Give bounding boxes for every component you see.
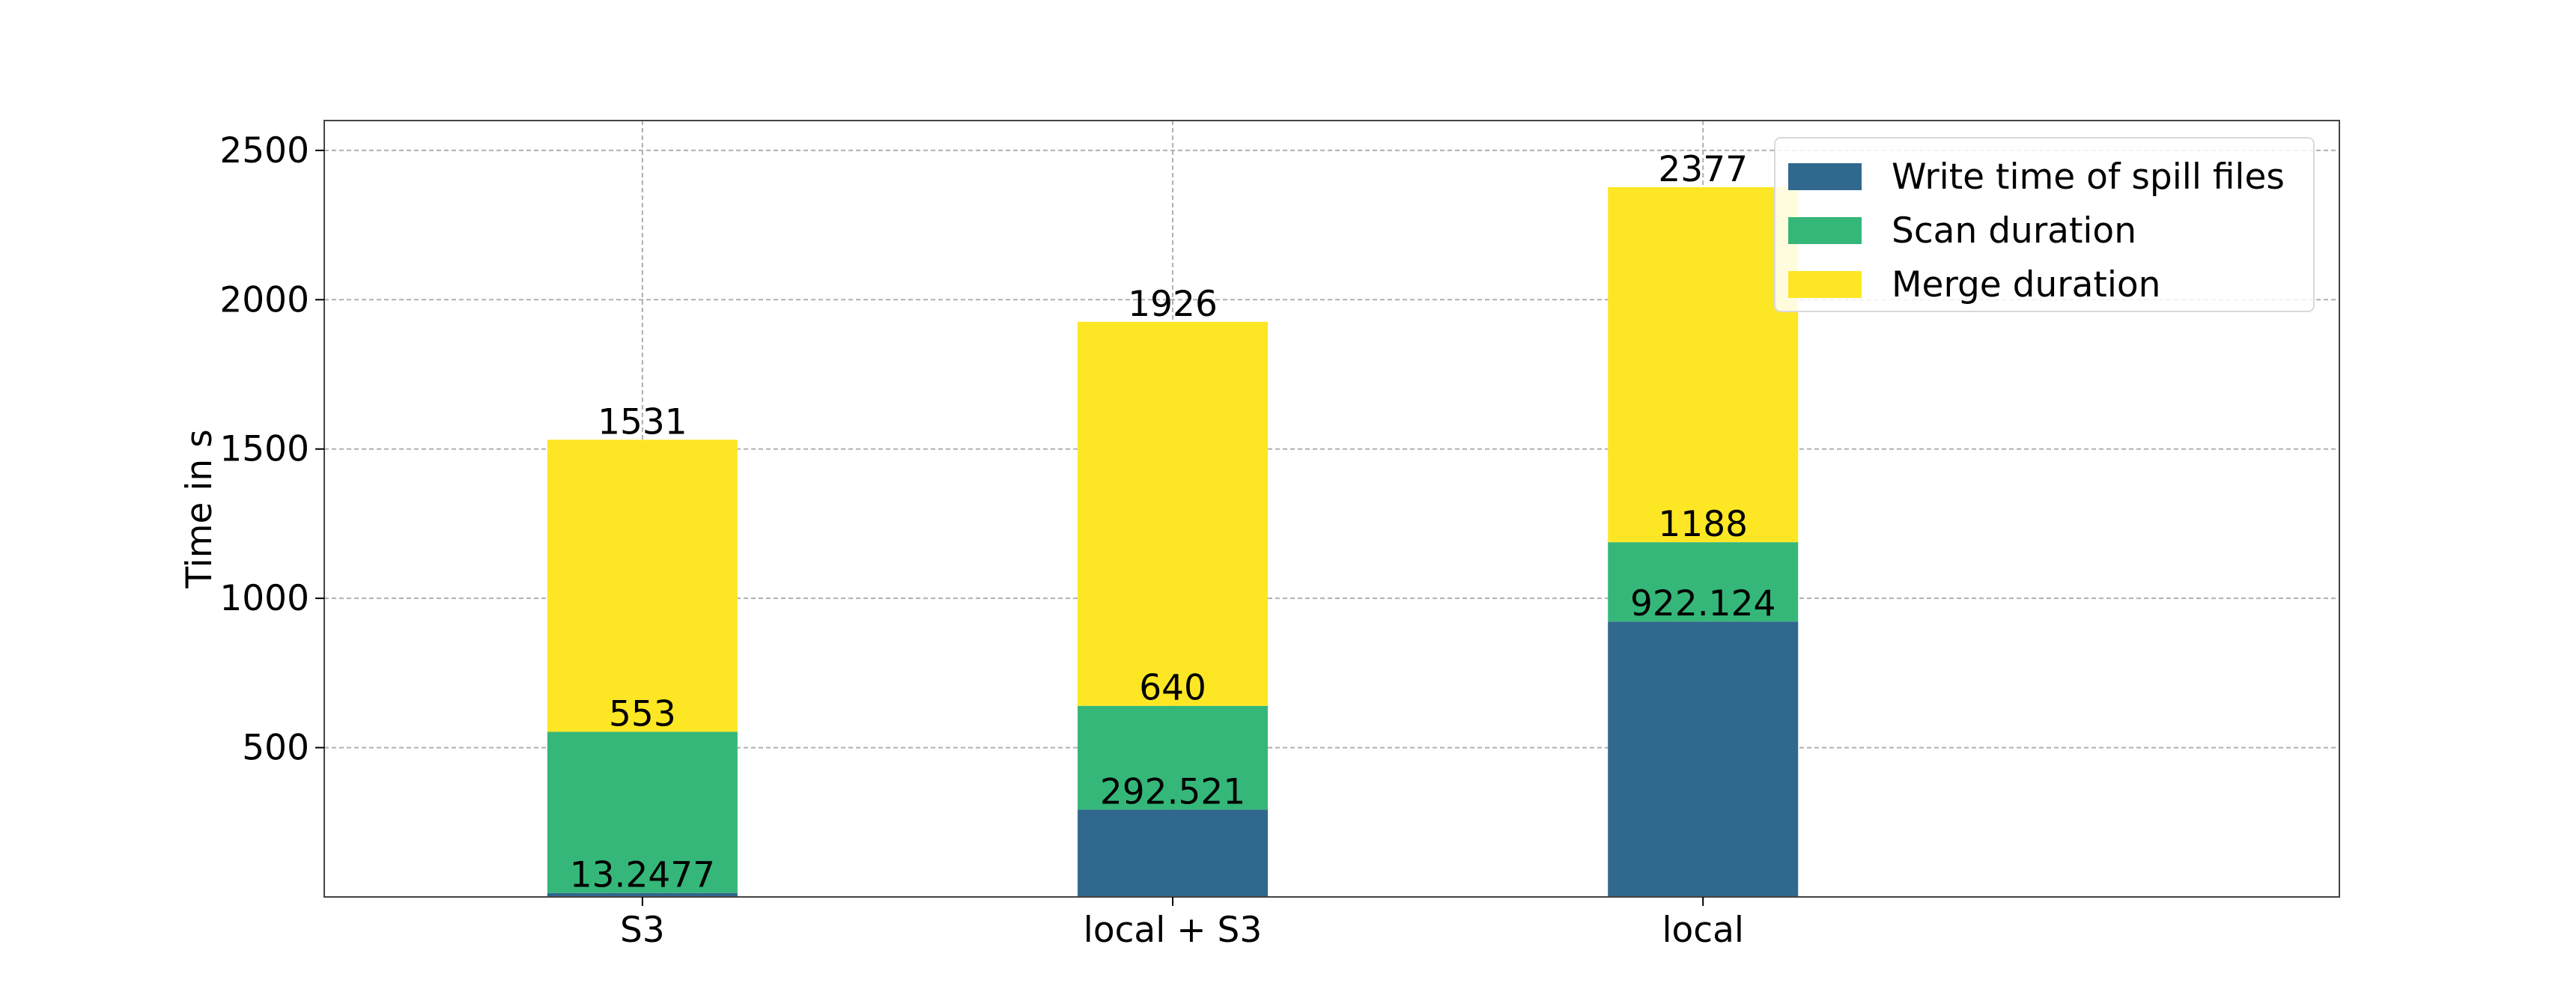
x-tick-label: local — [1662, 910, 1744, 951]
bar-segment — [1078, 809, 1269, 897]
y-tick-label: 500 — [242, 728, 309, 769]
x-tick-label: local + S3 — [1084, 910, 1263, 951]
y-tick-label: 2500 — [219, 130, 309, 171]
y-axis-label: Time in s — [179, 429, 220, 588]
bar-value-label: 292.521 — [1100, 771, 1245, 812]
legend-swatch — [1788, 271, 1862, 298]
bar-value-label: 553 — [609, 693, 676, 734]
bar-value-label: 13.2477 — [570, 855, 715, 896]
bar-segment — [1608, 621, 1799, 897]
bar-segment — [1608, 542, 1799, 622]
bar-segment — [547, 439, 738, 732]
legend-label: Write time of spill files — [1892, 156, 2285, 198]
bar-segment — [547, 892, 738, 897]
legend: Write time of spill files Scan duration Me… — [1774, 137, 2315, 312]
y-tick-label: 2000 — [219, 279, 309, 320]
bar-segment — [1078, 321, 1269, 706]
x-tick-label: S3 — [620, 910, 665, 951]
bar-value-label: 1531 — [598, 401, 687, 442]
legend-swatch — [1788, 163, 1862, 190]
bar-segment — [1078, 705, 1269, 810]
bar-value-label: 1926 — [1128, 284, 1218, 325]
y-tick-label: 1000 — [219, 578, 309, 619]
bar-value-label: 1188 — [1658, 504, 1748, 545]
legend-label: Scan duration — [1892, 210, 2136, 252]
bar-segment — [1608, 186, 1799, 543]
bar-value-label: 640 — [1139, 668, 1206, 709]
axis-ticks: 500 1000 1500 2000 2500 S3 local + S3 local — [219, 130, 1744, 951]
data-labels: 13.2477 553 1531 292.521 640 1926 922.124 1188 2… — [570, 149, 1776, 896]
legend-frame — [1774, 137, 2315, 312]
bar-segment — [547, 731, 738, 893]
legend-swatch — [1788, 217, 1862, 244]
bar-value-label: 2377 — [1658, 149, 1748, 190]
y-tick-label: 1500 — [219, 429, 309, 470]
bar-value-label: 922.124 — [1630, 583, 1775, 624]
bars — [547, 186, 1799, 897]
legend-label: Merge duration — [1892, 264, 2160, 305]
plot-frame — [323, 120, 2340, 898]
